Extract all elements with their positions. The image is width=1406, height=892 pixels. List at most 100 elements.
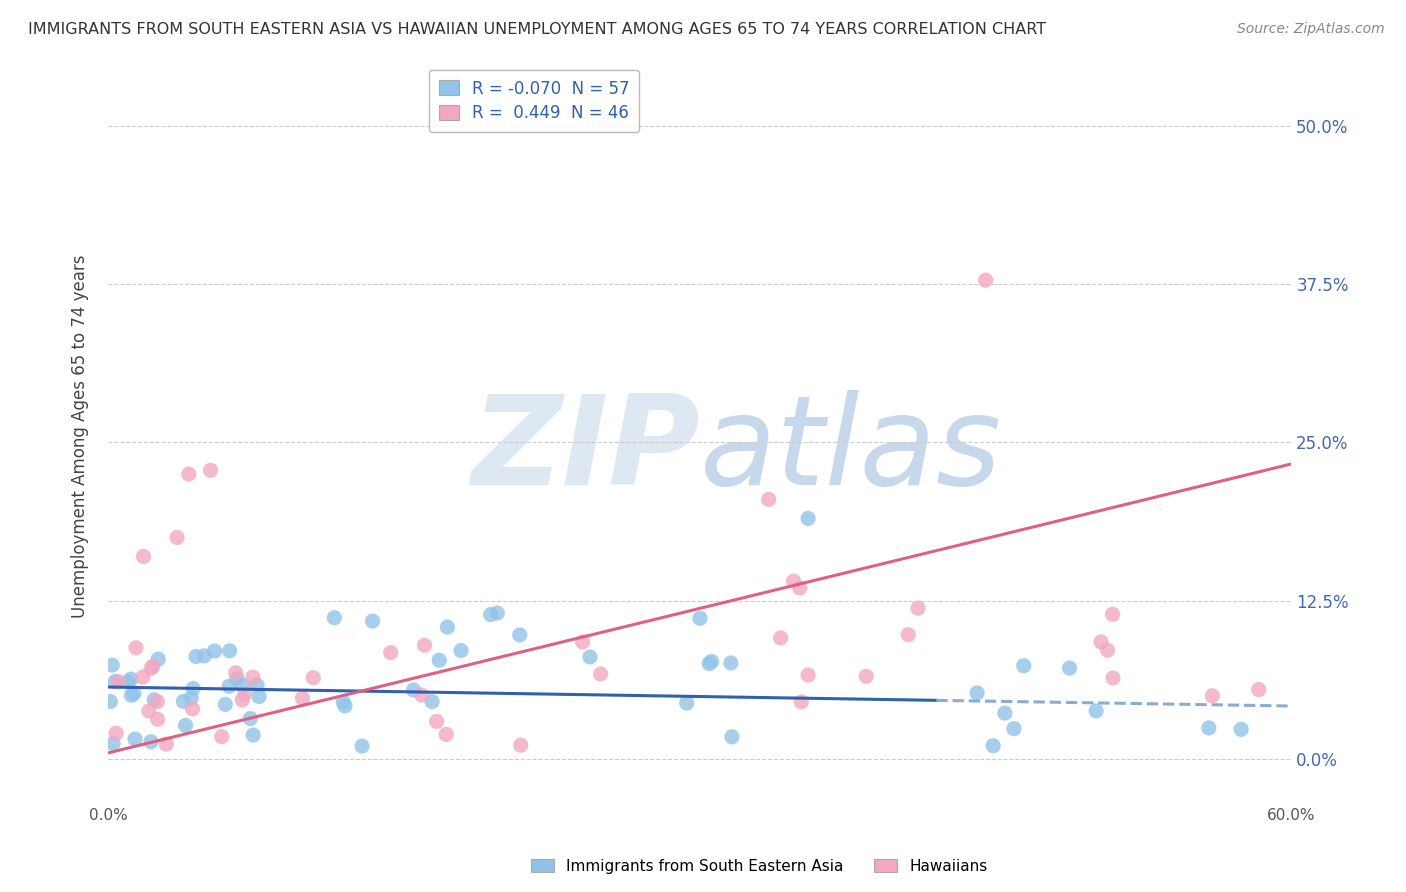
- Point: [172, 694, 194, 708]
- Point: [571, 635, 593, 649]
- Point: [124, 732, 146, 747]
- Point: [139, 734, 162, 748]
- Point: [721, 730, 744, 744]
- Point: [242, 670, 264, 684]
- Point: [402, 683, 425, 698]
- Point: [797, 668, 820, 682]
- Point: [1230, 723, 1253, 737]
- Point: [697, 657, 720, 671]
- Point: [218, 644, 240, 658]
- Point: [120, 688, 142, 702]
- Point: [107, 674, 129, 689]
- Point: [226, 672, 249, 686]
- Point: [302, 671, 325, 685]
- Point: [782, 574, 804, 589]
- Legend: R = -0.070  N = 57, R =  0.449  N = 46: R = -0.070 N = 57, R = 0.449 N = 46: [429, 70, 640, 132]
- Point: [380, 646, 402, 660]
- Point: [479, 607, 502, 622]
- Point: [117, 675, 139, 690]
- Point: [769, 631, 792, 645]
- Point: [420, 695, 443, 709]
- Point: [411, 688, 433, 702]
- Legend: Immigrants from South Eastern Asia, Hawaiians: Immigrants from South Eastern Asia, Hawa…: [524, 853, 994, 880]
- Point: [233, 687, 256, 701]
- Point: [104, 674, 127, 689]
- Text: ZIP: ZIP: [471, 391, 700, 511]
- Point: [689, 611, 711, 625]
- Point: [589, 667, 612, 681]
- Point: [675, 696, 697, 710]
- Point: [486, 606, 509, 620]
- Point: [214, 698, 236, 712]
- Point: [120, 672, 142, 686]
- Point: [166, 531, 188, 545]
- Point: [413, 638, 436, 652]
- Point: [142, 659, 165, 673]
- Point: [323, 611, 346, 625]
- Point: [333, 698, 356, 713]
- Point: [981, 739, 1004, 753]
- Point: [204, 644, 226, 658]
- Point: [143, 693, 166, 707]
- Point: [1247, 682, 1270, 697]
- Point: [103, 736, 125, 750]
- Point: [138, 704, 160, 718]
- Point: [1201, 689, 1223, 703]
- Point: [125, 640, 148, 655]
- Point: [146, 712, 169, 726]
- Point: [218, 679, 240, 693]
- Point: [132, 549, 155, 564]
- Point: [1012, 658, 1035, 673]
- Point: [426, 714, 449, 729]
- Point: [181, 702, 204, 716]
- Point: [200, 463, 222, 477]
- Point: [897, 628, 920, 642]
- Point: [239, 711, 262, 725]
- Point: [509, 738, 531, 752]
- Point: [232, 678, 254, 692]
- Point: [1059, 661, 1081, 675]
- Point: [700, 655, 723, 669]
- Point: [231, 693, 253, 707]
- Point: [720, 656, 742, 670]
- Text: Source: ZipAtlas.com: Source: ZipAtlas.com: [1237, 22, 1385, 37]
- Y-axis label: Unemployment Among Ages 65 to 74 years: Unemployment Among Ages 65 to 74 years: [72, 254, 89, 618]
- Point: [1198, 721, 1220, 735]
- Point: [291, 691, 314, 706]
- Point: [427, 653, 450, 667]
- Point: [146, 695, 169, 709]
- Point: [101, 658, 124, 673]
- Point: [1002, 722, 1025, 736]
- Point: [122, 687, 145, 701]
- Point: [105, 726, 128, 740]
- Point: [790, 695, 813, 709]
- Point: [1097, 643, 1119, 657]
- Point: [450, 643, 472, 657]
- Point: [225, 665, 247, 680]
- Point: [247, 690, 270, 704]
- Point: [350, 739, 373, 753]
- Point: [132, 670, 155, 684]
- Point: [181, 681, 204, 696]
- Point: [436, 620, 458, 634]
- Point: [174, 718, 197, 732]
- Point: [246, 678, 269, 692]
- Point: [155, 737, 177, 751]
- Point: [211, 730, 233, 744]
- Point: [1101, 607, 1123, 622]
- Point: [180, 690, 202, 705]
- Point: [974, 273, 997, 287]
- Point: [994, 706, 1017, 720]
- Point: [1090, 635, 1112, 649]
- Point: [332, 695, 354, 709]
- Point: [758, 492, 780, 507]
- Point: [966, 686, 988, 700]
- Point: [139, 661, 162, 675]
- Point: [148, 652, 170, 666]
- Point: [193, 648, 215, 663]
- Point: [434, 727, 457, 741]
- Point: [177, 467, 200, 481]
- Point: [242, 728, 264, 742]
- Point: [1085, 704, 1108, 718]
- Point: [184, 649, 207, 664]
